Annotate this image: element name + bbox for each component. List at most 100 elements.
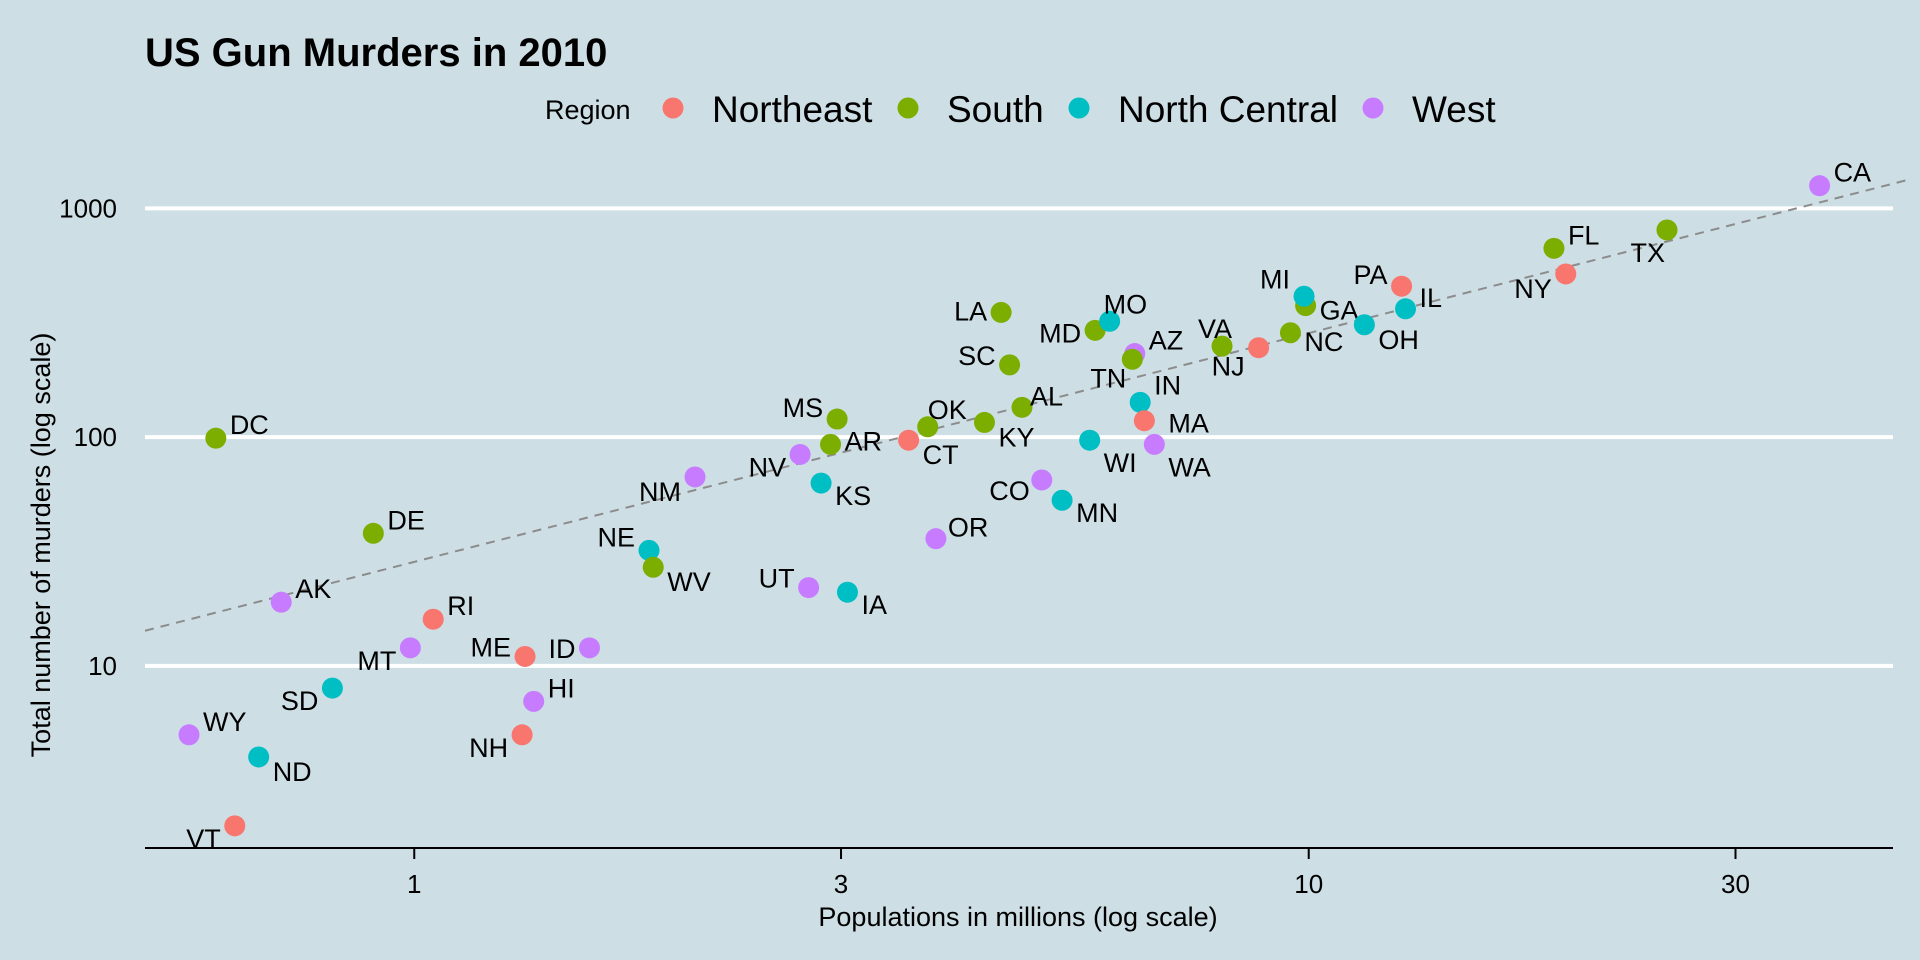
point-wy — [178, 724, 200, 746]
point-ky — [973, 411, 995, 433]
point-in — [1129, 391, 1151, 413]
point-label-dc: DC — [230, 410, 269, 440]
point-label-fl: FL — [1568, 220, 1600, 250]
point-ms — [826, 408, 848, 430]
point-nc — [1279, 322, 1301, 344]
point-nj — [1248, 337, 1270, 359]
point-label-mo: MO — [1104, 289, 1148, 319]
point-dc — [205, 427, 227, 449]
point-label-nj: NJ — [1212, 352, 1245, 382]
point-label-wv: WV — [667, 567, 711, 597]
point-label-az: AZ — [1149, 326, 1184, 356]
x-axis-title: Populations in millions (log scale) — [818, 902, 1217, 932]
point-label-ia: IA — [861, 590, 887, 620]
point-label-nv: NV — [749, 452, 787, 482]
axes: 1 3 10 30 10 100 1000 — [59, 193, 1893, 899]
point-label-wa: WA — [1168, 452, 1211, 482]
legend-title: Region — [545, 95, 631, 125]
point-ca — [1809, 175, 1831, 197]
x-tick-label-1: 1 — [407, 869, 421, 899]
point-label-md: MD — [1039, 318, 1081, 348]
point-tn — [1121, 348, 1143, 370]
gridlines — [145, 206, 1893, 668]
point-label-sd: SD — [281, 686, 319, 716]
point-label-ks: KS — [835, 481, 871, 511]
point-or — [925, 528, 947, 550]
point-label-nm: NM — [639, 477, 681, 507]
point-mt — [399, 637, 421, 659]
point-la — [990, 301, 1012, 323]
point-label-ny: NY — [1514, 274, 1552, 304]
x-tick-label-3: 3 — [834, 869, 848, 899]
point-fl — [1543, 237, 1565, 259]
point-label-wi: WI — [1104, 448, 1137, 478]
point-me — [514, 645, 536, 667]
point-label-oh: OH — [1378, 325, 1419, 355]
point-ri — [422, 608, 444, 630]
point-label-sc: SC — [958, 341, 996, 371]
point-label-id: ID — [548, 634, 575, 664]
point-tx — [1656, 219, 1678, 241]
point-label-pa: PA — [1354, 260, 1388, 290]
point-il — [1395, 298, 1417, 320]
point-label-tx: TX — [1630, 238, 1665, 268]
point-mo — [1099, 310, 1121, 332]
point-mn — [1051, 489, 1073, 511]
point-label-me: ME — [471, 632, 512, 662]
point-oh — [1353, 314, 1375, 336]
legend-key-northeast — [662, 97, 684, 119]
point-nh — [511, 724, 533, 746]
point-label-or: OR — [948, 513, 989, 543]
point-label-ms: MS — [783, 393, 824, 423]
point-ar — [820, 433, 842, 455]
point-ny — [1555, 263, 1577, 285]
y-tick-label-100: 100 — [74, 422, 117, 452]
legend-key-south — [897, 97, 919, 119]
point-label-ar: AR — [845, 426, 883, 456]
point-wi — [1079, 429, 1101, 451]
point-ak — [270, 591, 292, 613]
point-label-tn: TN — [1090, 363, 1126, 393]
point-wv — [642, 556, 664, 578]
point-label-ut: UT — [759, 564, 795, 594]
point-label-nc: NC — [1304, 327, 1343, 357]
point-label-ma: MA — [1168, 409, 1209, 439]
point-label-in: IN — [1154, 370, 1181, 400]
legend-key-west — [1362, 97, 1384, 119]
point-ok — [917, 416, 939, 438]
legend: Region Northeast South North Central West — [545, 89, 1496, 130]
point-hi — [523, 690, 545, 712]
point-label-la: LA — [954, 296, 987, 326]
point-pa — [1391, 275, 1413, 297]
x-tick-label-30: 30 — [1721, 869, 1750, 899]
point-label-mi: MI — [1260, 264, 1290, 294]
point-label-ri: RI — [447, 591, 474, 621]
point-vt — [224, 815, 246, 837]
point-label-vt: VT — [186, 824, 221, 854]
point-mi — [1293, 285, 1315, 307]
point-ks — [810, 472, 832, 494]
point-label-va: VA — [1198, 314, 1232, 344]
legend-label-west: West — [1412, 89, 1496, 130]
point-sc — [999, 354, 1021, 376]
point-va — [1211, 335, 1233, 357]
y-tick-label-1000: 1000 — [59, 193, 117, 223]
point-label-ak: AK — [295, 574, 331, 604]
point-ia — [836, 581, 858, 603]
data-points: AL AK AZ AR CA CO CT DE DC FL GA HI ID IL IN IA KS KY LA ME… — [178, 158, 1871, 854]
point-label-mn: MN — [1076, 498, 1118, 528]
point-label-ct: CT — [923, 440, 959, 470]
point-ut — [798, 577, 820, 599]
point-sd — [321, 677, 343, 699]
point-label-il: IL — [1420, 283, 1443, 313]
point-label-ne: NE — [597, 522, 635, 552]
point-label-hi: HI — [548, 673, 575, 703]
point-nm — [684, 466, 706, 488]
legend-label-south: South — [947, 89, 1044, 130]
point-label-co: CO — [989, 476, 1030, 506]
point-al — [1011, 396, 1033, 418]
point-label-de: DE — [387, 505, 425, 535]
point-wa — [1143, 433, 1165, 455]
